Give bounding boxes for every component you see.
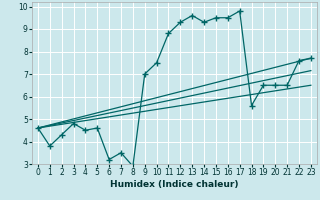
X-axis label: Humidex (Indice chaleur): Humidex (Indice chaleur) <box>110 180 239 189</box>
